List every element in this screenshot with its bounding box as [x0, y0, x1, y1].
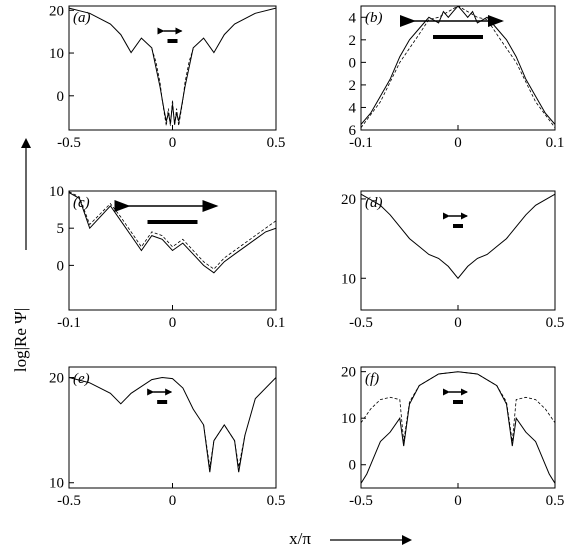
panel-d-series-solid-0 — [361, 193, 555, 280]
panel-c-ytick-label-0: 10 — [49, 184, 64, 200]
panel-a-frame — [68, 5, 277, 131]
panel-a-series-solid-0 — [69, 7, 276, 124]
panel-c-ytick-label-2: 0 — [57, 258, 65, 274]
panel-e-series-solid-0 — [69, 376, 276, 473]
panel-a-scale-bar — [167, 39, 178, 43]
panel-b-series-dashed-1 — [361, 6, 555, 128]
panel-b-label: (b) — [365, 10, 383, 26]
panel-b-ytick-label-1: 4 — [349, 100, 357, 116]
panel-f-ytick-label-0: 20 — [341, 365, 356, 381]
panel-c-xtick-label-0: -0.1 — [57, 315, 81, 331]
panel-a-xtick-label-1: 0 — [169, 135, 177, 151]
panel-e-xtick-label-1: 0 — [169, 493, 177, 509]
panel-f-series-dashed-1 — [361, 371, 555, 442]
panel-a-series-dashed-1 — [151, 48, 194, 126]
panel-d-scale-bar — [453, 224, 463, 228]
panel-c-series-solid-0 — [69, 192, 276, 274]
panel-b-xtick-label-2: 0.1 — [546, 135, 565, 151]
panel-e-scale-bar — [157, 400, 168, 404]
panel-b-ytick-label-4: 2 — [349, 33, 357, 49]
panel-a: -0.5 0 0.5 20 10 0 (a) — [49, 3, 285, 151]
panel-c-ytick-label-1: 5 — [57, 221, 65, 237]
panel-b-ytick-label-3: 0 — [349, 55, 357, 71]
panel-d-xtick-label-1: 0 — [454, 315, 462, 331]
panel-d-ytick-label-1: 10 — [341, 271, 356, 287]
panel-b-ytick-label-0: 6 — [349, 123, 357, 139]
panel-e: -0.5 0 0.5 20 10 (e) — [49, 366, 286, 509]
panel-d-xtick-label-0: -0.5 — [349, 315, 373, 331]
panel-c-scale-bar — [147, 220, 198, 224]
panel-a-xtick-label-2: 0.5 — [267, 135, 286, 151]
panel-c-label: (c) — [73, 195, 90, 211]
panel-b: -0.1 0 0.1 6 4 2 0 2 4 (b) — [349, 5, 565, 151]
panel-b-frame — [360, 5, 556, 131]
panel-a-ytick-label-1: 10 — [49, 46, 64, 62]
panel-b-xtick-label-0: -0.1 — [349, 135, 373, 151]
panel-d: -0.5 0 0.5 20 10 (d) — [341, 190, 565, 331]
panel-b-xtick-label-1: 0 — [454, 135, 462, 151]
panel-c-series-dashed-1 — [69, 191, 276, 270]
panel-e-series-dashed-1 — [203, 424, 246, 468]
panel-d-xtick-label-2: 0.5 — [546, 315, 565, 331]
panel-b-series-solid-0 — [361, 6, 555, 125]
panel-f-ytick-label-1: 10 — [341, 411, 356, 427]
panel-c: -0.1 0 0.1 10 5 0 (c) — [49, 184, 285, 331]
panel-f-xtick-label-0: -0.5 — [349, 493, 373, 509]
panel-f-label: (f) — [365, 371, 379, 387]
panel-a-ytick-label-0: 20 — [49, 3, 64, 19]
panel-e-xtick-label-0: -0.5 — [57, 493, 81, 509]
panel-f-scale-bar — [453, 400, 463, 404]
panel-a-xtick-label-0: -0.5 — [57, 135, 81, 151]
panel-f-frame — [360, 366, 556, 489]
panel-a-ytick-label-2: 0 — [57, 89, 65, 105]
panel-e-frame — [68, 366, 277, 489]
panel-c-xtick-label-2: 0.1 — [267, 315, 286, 331]
panel-a-label: (a) — [73, 10, 91, 26]
panel-d-label: (d) — [365, 195, 383, 211]
panel-f: -0.5 0 0.5 20 10 0 (f) — [341, 365, 564, 509]
panel-e-ytick-label-0: 20 — [49, 371, 64, 387]
panel-f-xtick-label-2: 0.5 — [546, 493, 565, 509]
panel-d-ytick-label-0: 20 — [341, 192, 356, 208]
panel-f-series-solid-0 — [361, 371, 555, 484]
panel-b-scale-bar — [433, 35, 483, 39]
panel-e-xtick-label-2: 0.5 — [267, 493, 286, 509]
panel-b-ytick-label-5: 4 — [349, 10, 357, 26]
panel-e-ytick-label-1: 10 — [49, 476, 64, 492]
panel-d-frame — [360, 190, 556, 311]
figure-xlabel: x/π — [289, 529, 311, 548]
panel-f-xtick-label-1: 0 — [454, 493, 462, 509]
panel-f-ytick-label-2: 0 — [349, 458, 357, 474]
panel-c-xtick-label-1: 0 — [169, 315, 177, 331]
figure-ylabel: log|Re Ψ| — [11, 308, 30, 372]
panel-e-label: (e) — [73, 371, 90, 387]
panel-b-ytick-label-2: 2 — [349, 78, 357, 94]
